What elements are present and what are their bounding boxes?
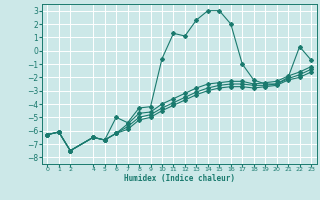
X-axis label: Humidex (Indice chaleur): Humidex (Indice chaleur) (124, 174, 235, 183)
